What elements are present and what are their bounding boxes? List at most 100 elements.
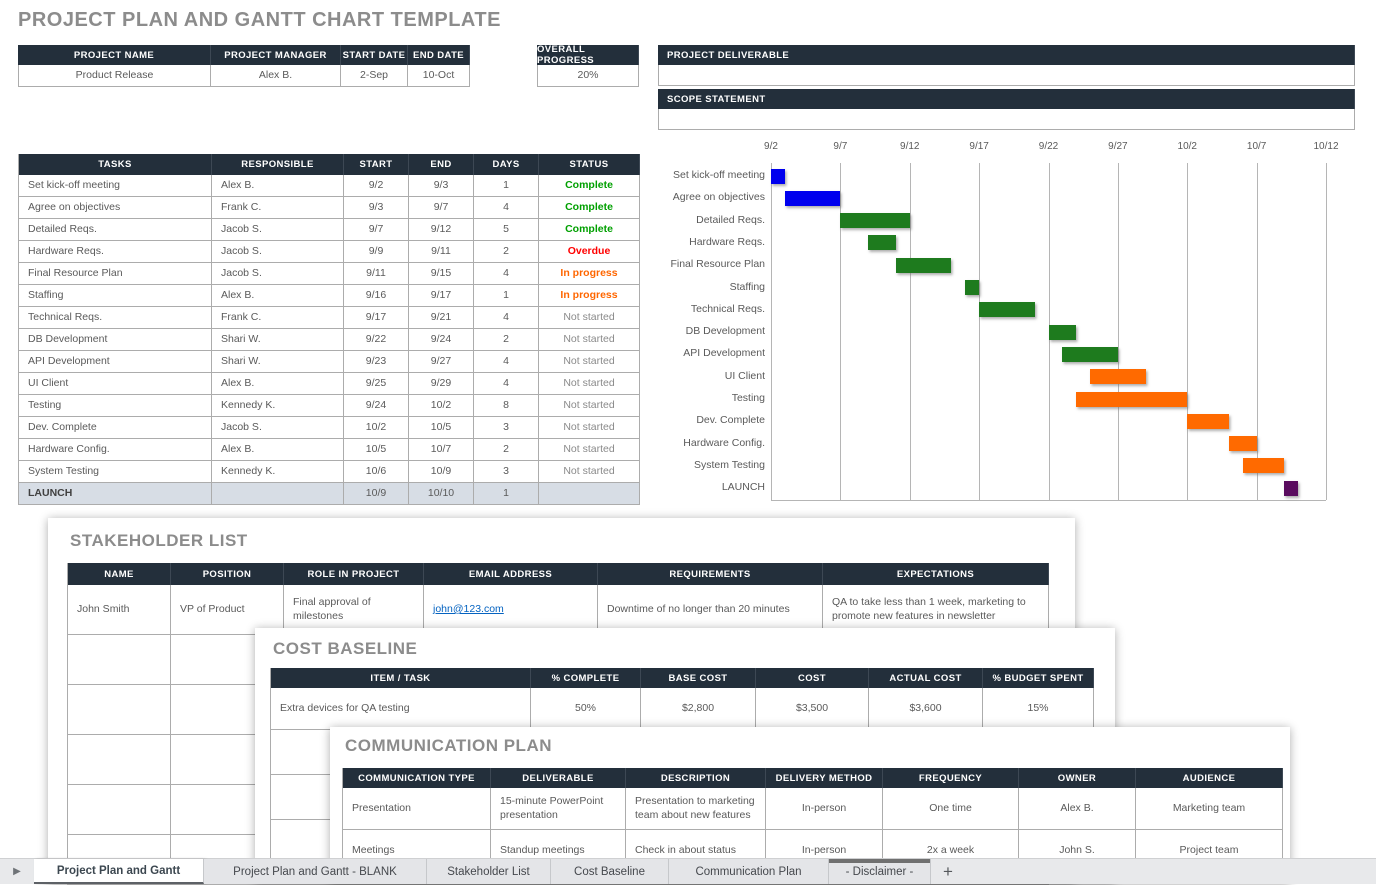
task-cell[interactable]: Frank C. (212, 197, 344, 219)
project-name-header[interactable]: PROJECT NAME (18, 45, 211, 65)
launch-row-cell[interactable]: 10/9 (344, 483, 409, 505)
sheet-tab-project-plan-and-gantt-blank[interactable]: Project Plan and Gantt - BLANK (204, 859, 427, 884)
task-cell[interactable]: 10/5 (344, 439, 409, 461)
cost-cell[interactable]: $3,600 (869, 688, 983, 730)
comm-header-3[interactable]: DELIVERY METHOD (766, 768, 883, 788)
start-date-header[interactable]: START DATE (341, 45, 408, 65)
sheet-tab-project-plan-and-gantt[interactable]: Project Plan and Gantt (34, 859, 204, 884)
cost-cell[interactable]: 15% (983, 688, 1094, 730)
task-status-cell[interactable]: Complete (539, 197, 640, 219)
email-link[interactable]: john@123.com (433, 602, 504, 615)
stakeholder-empty-cell[interactable] (68, 685, 171, 735)
end-date-cell[interactable]: 10-Oct (408, 65, 470, 87)
task-cell[interactable]: 2 (474, 329, 539, 351)
task-cell[interactable]: Shari W. (212, 329, 344, 351)
sheet-tab-cost-baseline[interactable]: Cost Baseline (551, 859, 669, 884)
task-status-cell[interactable]: Not started (539, 439, 640, 461)
task-cell[interactable]: Frank C. (212, 307, 344, 329)
task-cell[interactable]: 9/21 (409, 307, 474, 329)
stakeholder-cell[interactable]: VP of Product (171, 585, 284, 635)
task-cell[interactable]: Kennedy K. (212, 461, 344, 483)
task-cell[interactable]: Jacob S. (212, 263, 344, 285)
task-cell[interactable]: 9/24 (409, 329, 474, 351)
start-date-cell[interactable]: 2-Sep (341, 65, 408, 87)
task-cell[interactable]: Alex B. (212, 175, 344, 197)
scope-statement-header[interactable]: SCOPE STATEMENT (658, 89, 1355, 109)
task-cell[interactable]: Staffing (19, 285, 212, 307)
task-cell[interactable]: Agree on objectives (19, 197, 212, 219)
comm-cell[interactable]: 15-minute PowerPoint presentation (491, 788, 626, 830)
comm-header-2[interactable]: DESCRIPTION (626, 768, 766, 788)
task-cell[interactable]: Technical Reqs. (19, 307, 212, 329)
task-cell[interactable]: Set kick-off meeting (19, 175, 212, 197)
project-manager-header[interactable]: PROJECT MANAGER (211, 45, 341, 65)
cost-header-5[interactable]: % BUDGET SPENT (983, 668, 1094, 688)
task-cell[interactable]: 3 (474, 417, 539, 439)
project-manager-cell[interactable]: Alex B. (211, 65, 341, 87)
overall-progress-header[interactable]: OVERALL PROGRESS (537, 44, 639, 66)
stakeholder-header-5[interactable]: EXPECTATIONS (823, 563, 1049, 585)
task-cell[interactable]: Dev. Complete (19, 417, 212, 439)
comm-header-1[interactable]: DELIVERABLE (491, 768, 626, 788)
task-cell[interactable]: 1 (474, 175, 539, 197)
comm-cell[interactable]: One time (883, 788, 1019, 830)
comm-cell[interactable]: Marketing team (1136, 788, 1283, 830)
tasks-header-2[interactable]: START (344, 154, 409, 175)
tasks-header-3[interactable]: END (409, 154, 474, 175)
task-cell[interactable]: Alex B. (212, 285, 344, 307)
launch-row-cell[interactable]: LAUNCH (19, 483, 212, 505)
task-cell[interactable]: 9/11 (409, 241, 474, 263)
task-cell[interactable]: Hardware Config. (19, 439, 212, 461)
project-deliverable-header[interactable]: PROJECT DELIVERABLE (658, 45, 1355, 65)
cost-header-4[interactable]: ACTUAL COST (869, 668, 983, 688)
task-cell[interactable]: 10/5 (409, 417, 474, 439)
task-cell[interactable]: 4 (474, 263, 539, 285)
comm-header-6[interactable]: AUDIENCE (1136, 768, 1283, 788)
task-cell[interactable]: 9/17 (409, 285, 474, 307)
comm-cell[interactable]: Presentation (343, 788, 491, 830)
task-cell[interactable]: UI Client (19, 373, 212, 395)
scope-statement-cell[interactable] (658, 109, 1355, 130)
task-status-cell[interactable]: In progress (539, 263, 640, 285)
task-cell[interactable]: Jacob S. (212, 241, 344, 263)
task-status-cell[interactable]: Complete (539, 219, 640, 241)
comm-cell[interactable]: Presentation to marketing team about new… (626, 788, 766, 830)
task-cell[interactable]: 9/2 (344, 175, 409, 197)
launch-row-cell[interactable] (212, 483, 344, 505)
task-cell[interactable]: System Testing (19, 461, 212, 483)
cost-header-3[interactable]: COST (756, 668, 869, 688)
task-cell[interactable]: 9/22 (344, 329, 409, 351)
task-status-cell[interactable]: Not started (539, 395, 640, 417)
task-status-cell[interactable]: Not started (539, 461, 640, 483)
stakeholder-header-0[interactable]: NAME (68, 563, 171, 585)
task-cell[interactable]: Final Resource Plan (19, 263, 212, 285)
stakeholder-cell[interactable]: Final approval of milestones (284, 585, 424, 635)
task-cell[interactable]: 9/27 (409, 351, 474, 373)
sheet-nav-arrow-icon[interactable]: ▶ (13, 866, 21, 877)
task-cell[interactable]: 2 (474, 241, 539, 263)
comm-cell[interactable]: In-person (766, 788, 883, 830)
comm-header-0[interactable]: COMMUNICATION TYPE (343, 768, 491, 788)
project-deliverable-cell[interactable] (658, 65, 1355, 86)
task-cell[interactable]: 9/3 (344, 197, 409, 219)
cost-cell[interactable]: $3,500 (756, 688, 869, 730)
cost-header-1[interactable]: % COMPLETE (531, 668, 641, 688)
task-cell[interactable]: 2 (474, 439, 539, 461)
overall-progress-value[interactable]: 20% (537, 65, 639, 87)
task-cell[interactable]: Jacob S. (212, 219, 344, 241)
tasks-header-5[interactable]: STATUS (539, 154, 640, 175)
task-cell[interactable]: 4 (474, 373, 539, 395)
task-cell[interactable]: DB Development (19, 329, 212, 351)
task-cell[interactable]: 10/7 (409, 439, 474, 461)
comm-header-4[interactable]: FREQUENCY (883, 768, 1019, 788)
task-status-cell[interactable]: Not started (539, 373, 640, 395)
add-sheet-button[interactable]: + (931, 859, 965, 884)
task-cell[interactable]: 9/29 (409, 373, 474, 395)
task-cell[interactable]: Jacob S. (212, 417, 344, 439)
task-cell[interactable]: 4 (474, 351, 539, 373)
task-cell[interactable]: 9/3 (409, 175, 474, 197)
task-cell[interactable]: 9/9 (344, 241, 409, 263)
task-status-cell[interactable]: In progress (539, 285, 640, 307)
stakeholder-header-1[interactable]: POSITION (171, 563, 284, 585)
task-status-cell[interactable]: Not started (539, 417, 640, 439)
